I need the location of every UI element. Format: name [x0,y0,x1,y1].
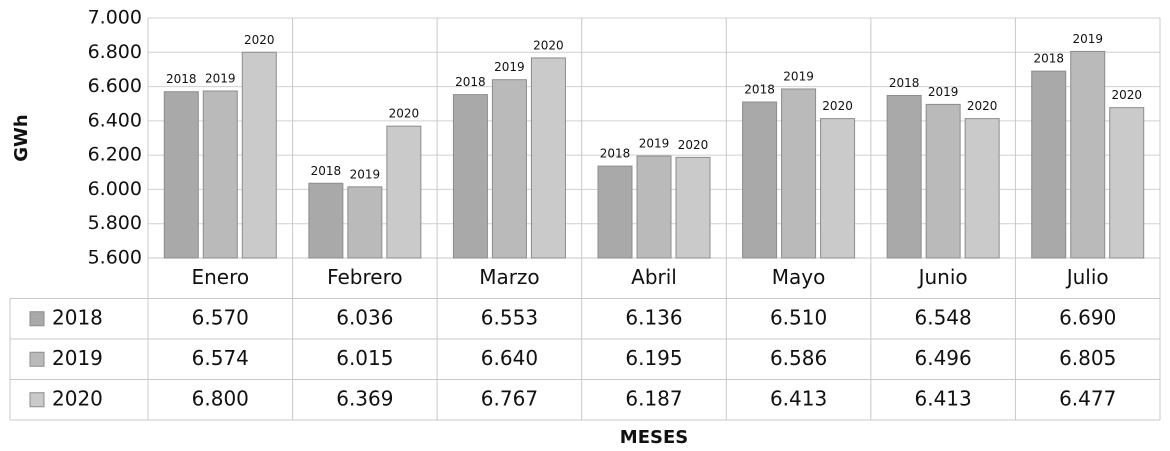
bar [742,101,778,259]
y-tick-label: 6.200 [88,144,142,166]
bar [964,118,1000,259]
bar-series-label: 2020 [822,99,853,113]
bar [163,91,199,259]
table-value: 6.690 [1059,305,1116,329]
bar-series-label: 2020 [389,107,420,121]
legend-swatch [29,351,45,367]
table-value: 6.187 [625,386,682,410]
bar-series-label: 2018 [166,72,197,86]
bar [781,88,817,259]
legend-swatch [29,311,45,327]
bar [597,165,633,259]
bar-series-label: 2019 [783,69,814,83]
bar [202,90,238,259]
y-tick-label: 5.800 [88,212,142,234]
bar [530,57,566,259]
bar [491,79,527,259]
y-tick-label: 6.600 [88,75,142,97]
category-label: Abril [631,265,677,289]
table-value: 6.036 [336,305,393,329]
table-value: 6.767 [481,386,538,410]
bar-series-label: 2019 [494,60,525,74]
y-axis-label: GWh [11,114,32,161]
bar-series-label: 2018 [744,83,775,97]
bar [925,103,961,259]
bar [636,155,672,259]
legend-swatch [29,392,45,408]
table-value: 6.195 [625,346,682,370]
bar [1031,70,1067,259]
table-value: 6.136 [625,305,682,329]
bar-series-label: 2020 [1111,88,1142,102]
category-label: Julio [1065,265,1109,289]
bar [820,118,856,259]
category-label: Febrero [327,265,403,289]
bar [1070,50,1106,259]
y-tick-label: 6.400 [88,109,142,131]
bar-series-label: 2020 [967,99,998,113]
y-tick-label: 5.600 [88,247,142,269]
table-value: 6.477 [1059,386,1116,410]
bar [347,186,383,259]
category-label: Mayo [772,265,826,289]
bar-series-label: 2018 [311,164,342,178]
bar-series-label: 2020 [678,138,709,152]
table-value: 6.015 [336,346,393,370]
bar-series-label: 2018 [455,75,486,89]
bar-series-label: 2020 [533,38,564,52]
table-value: 6.800 [192,386,249,410]
bar-series-label: 2019 [350,167,381,181]
table-value: 6.413 [915,386,972,410]
bar [308,182,344,259]
category-label: Junio [917,265,968,289]
bar-series-label: 2019 [1072,32,1103,46]
bar [452,94,488,259]
table-value: 6.640 [481,346,538,370]
bar-series-label: 2019 [928,85,959,99]
bar-series-label: 2020 [244,33,275,47]
bar [386,125,422,259]
bar [241,51,277,259]
bar [886,94,922,259]
table-value: 6.586 [770,346,827,370]
bar-series-label: 2019 [205,72,236,86]
table-value: 6.570 [192,305,249,329]
y-tick-label: 6.800 [88,41,142,63]
x-axis-label: MESES [620,427,688,448]
legend-label: 2019 [52,346,103,370]
category-label: Enero [191,265,249,289]
bar [1109,107,1145,259]
table-value: 6.496 [915,346,972,370]
bar [675,156,711,259]
category-label: Marzo [479,265,539,289]
table-value: 6.548 [915,305,972,329]
table-value: 6.553 [481,305,538,329]
table-value: 6.805 [1059,346,1116,370]
table-value: 6.413 [770,386,827,410]
legend-label: 2020 [52,386,103,410]
table-value: 6.369 [336,386,393,410]
legend-label: 2018 [52,305,103,329]
table-value: 6.574 [192,346,249,370]
y-tick-label: 7.000 [88,7,142,29]
bar-series-label: 2018 [1033,52,1064,66]
bar-series-label: 2018 [889,76,920,90]
bar-series-label: 2019 [639,137,670,151]
y-tick-label: 6.000 [88,178,142,200]
bar-series-label: 2018 [600,147,631,161]
table-value: 6.510 [770,305,827,329]
